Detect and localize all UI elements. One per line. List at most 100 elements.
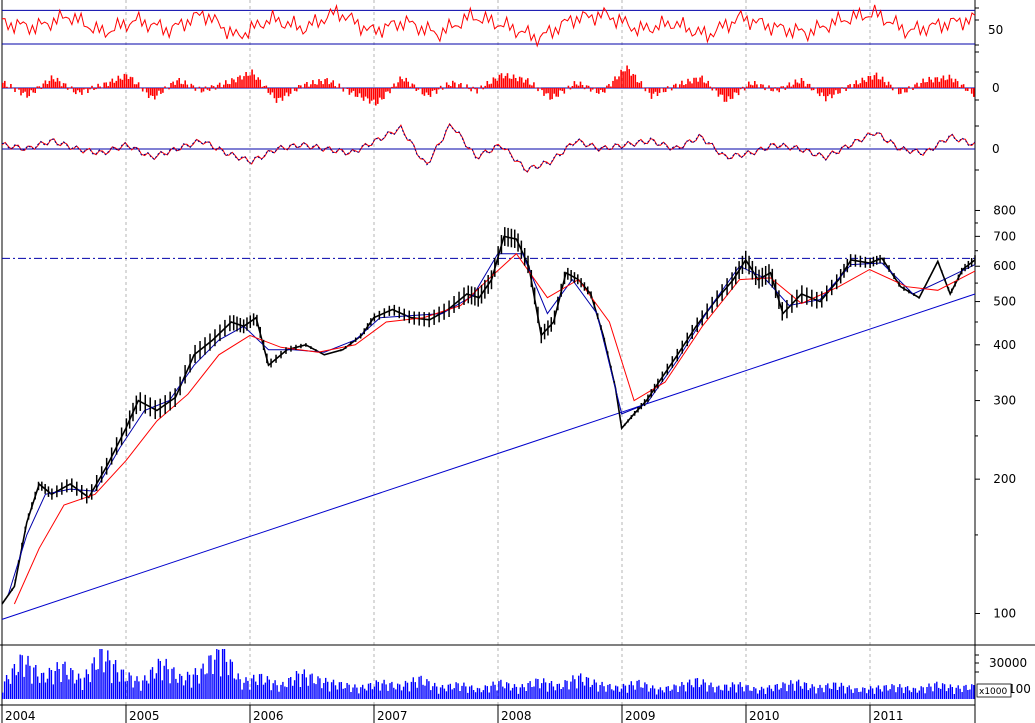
volume-bar [716,686,718,699]
osc2-histogram-bar [709,86,712,88]
price-y-tick-label: 200 [993,472,1016,486]
osc2-histogram-bar [703,82,705,88]
volume-bar [749,690,751,699]
osc2-histogram-bar [107,86,109,88]
volume-bar [780,688,782,699]
osc3-y-tick-label: 0 [992,142,1000,156]
osc2-histogram-bar [914,84,916,88]
osc2-histogram-bar [585,85,588,88]
volume-bar [79,678,82,699]
osc2-histogram-bar [308,86,310,88]
osc2-histogram-bar [910,87,912,88]
volume-bar [42,672,45,699]
volume-bar [307,685,309,699]
volume-bar [698,687,701,699]
volume-bar [515,686,518,699]
osc2-histogram-bar [368,88,371,104]
osc2-histogram-bar [397,82,399,88]
osc2-histogram-bar [561,88,564,91]
volume-bar [424,685,426,699]
osc2-histogram-bar [322,84,324,88]
volume-bar [587,677,590,699]
osc2-histogram-bar [932,82,934,88]
osc2-histogram-bar [831,88,833,99]
osc2-histogram-bar [628,69,630,88]
volume-bar [525,691,527,699]
osc2-histogram-bar [156,88,158,96]
osc2-histogram-bar [352,88,355,91]
osc2-histogram-bar [770,88,772,91]
volume-bar [626,692,629,699]
volume-bar [615,685,617,699]
volume-bar [149,669,152,699]
osc2-histogram-bar [778,88,780,93]
osc2-histogram-bar [324,79,326,88]
osc2-histogram-bar [253,74,255,88]
volume-bar [558,683,560,699]
volume-bar [585,677,588,699]
volume-bar [262,684,265,699]
volume-bar [111,683,113,699]
volume-bar [328,691,331,699]
osc2-histogram-bar [823,88,825,97]
osc2-histogram-bar [170,83,172,88]
osc2-histogram-bar [857,84,859,88]
x-tick-label: 2010 [749,709,780,723]
volume-bar [844,693,846,699]
volume-bar [64,661,66,699]
volume-bar [599,685,601,699]
osc2-histogram-bar [948,74,951,88]
volume-bar [39,682,41,699]
osc2-histogram-bar [6,86,8,88]
osc2-histogram-bar [531,85,533,88]
volume-bar [426,679,428,699]
volume-bar [155,673,158,699]
osc2-histogram-bar [620,69,622,88]
osc2-histogram-bar [786,85,789,88]
osc2-histogram-bar [279,88,282,98]
osc2-histogram-bar [218,82,221,88]
osc2-histogram-bar [879,79,882,88]
osc2-histogram-bar [91,85,93,88]
volume-bar [959,688,961,699]
volume-bar [190,687,193,699]
osc2-histogram-bar [237,76,239,88]
osc2-histogram-bar [871,79,874,88]
volume-bar [897,687,899,699]
volume-unit-label: x1000 [979,687,1008,697]
volume-bar [755,688,757,699]
osc2-histogram-bar [318,79,320,88]
grid-layer [125,0,871,705]
osc2-histogram-bar [263,86,266,88]
volume-bar [509,690,512,699]
volume-bar [928,683,930,699]
volume-bar [75,679,78,699]
volume-bar [825,685,827,699]
volume-bar [969,689,971,699]
volume-bar [796,681,798,699]
volume-bar [546,691,549,699]
osc2-histogram-bar [48,80,51,88]
osc2-histogram-bar [350,88,353,93]
osc2-histogram-bar [624,71,626,88]
volume-bar [299,687,302,699]
volume-bar [961,692,963,699]
osc2-histogram-bar [334,86,336,88]
volume-bar [476,687,479,699]
osc2-histogram-bar [154,88,156,100]
volume-bar [842,685,845,699]
volume-bar [881,691,883,699]
osc2-histogram-bar [338,83,341,88]
osc2-histogram-bar [713,87,716,88]
osc2-histogram-bar [853,84,855,88]
osc2-histogram-bar [127,79,130,88]
osc2-histogram-bar [798,83,801,88]
osc2-histogram-bar [646,88,649,89]
osc2-histogram-bar [198,86,201,88]
osc2-histogram-bar [64,83,67,88]
osc2-histogram-bar [752,85,754,88]
osc2-histogram-bar [922,78,924,88]
volume-bar [934,683,936,699]
osc2-histogram-bar [952,82,955,88]
osc2-histogram-bar [711,88,714,91]
